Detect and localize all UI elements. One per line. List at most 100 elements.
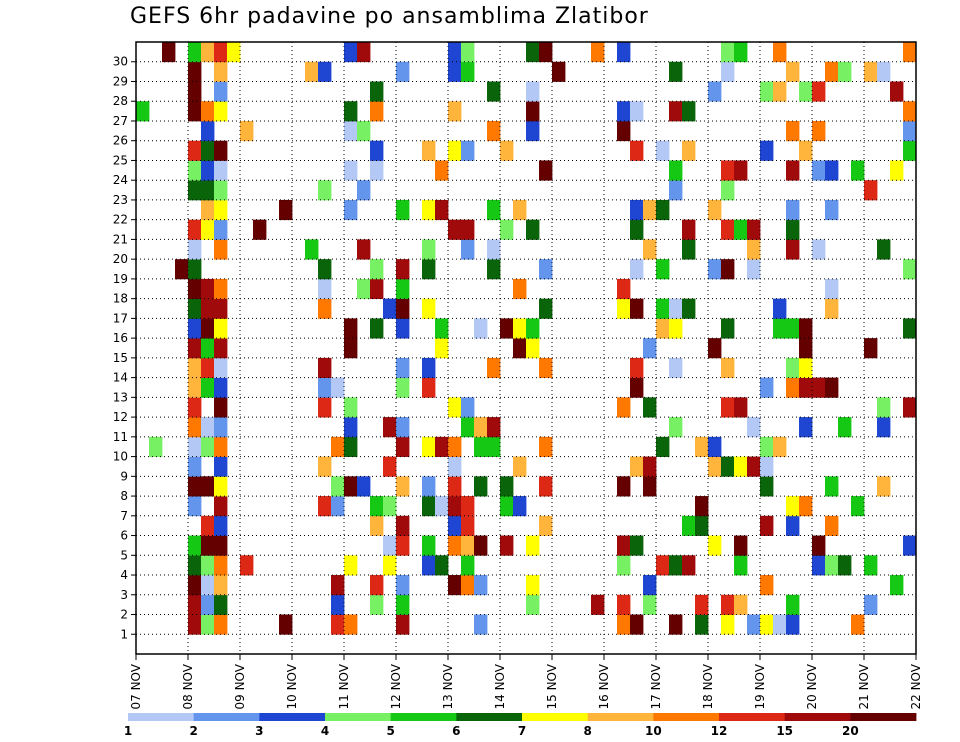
heatmap-cell (188, 338, 202, 359)
heatmap-cell (760, 515, 774, 536)
heatmap-cell (773, 614, 787, 635)
heatmap-cell (656, 298, 670, 319)
heatmap-cell (188, 61, 202, 82)
colorbar-label: 2 (189, 724, 197, 738)
heatmap-cell (812, 535, 826, 556)
heatmap-cell (656, 199, 670, 221)
x-tick-label: 11 NOV (337, 663, 351, 709)
x-tick-label: 18 NOV (701, 663, 715, 709)
x-tick-label: 13 NOV (441, 663, 455, 709)
heatmap-cell (370, 575, 384, 596)
heatmap-cell (864, 180, 878, 201)
heatmap-cell (214, 476, 228, 497)
colorbar-segment (522, 713, 589, 721)
heatmap-cell (214, 456, 228, 477)
heatmap-cell (630, 140, 644, 161)
heatmap-cell (214, 535, 228, 556)
heatmap-cell (773, 318, 787, 339)
heatmap-cell (786, 120, 800, 142)
heatmap-cell (214, 575, 228, 596)
heatmap-cell (890, 81, 904, 102)
colorbar-label: 10 (645, 724, 662, 738)
heatmap-cell (487, 436, 501, 457)
heatmap-cell (760, 81, 774, 102)
heatmap-cell (370, 101, 384, 122)
plot-frame (135, 41, 917, 655)
heatmap-cell (344, 555, 358, 576)
heatmap-cell (188, 239, 202, 260)
heatmap-cell (721, 318, 735, 339)
heatmap-cell (396, 614, 410, 635)
heatmap-cell (786, 594, 800, 615)
heatmap-cell (461, 61, 475, 82)
heatmap-cell (825, 476, 839, 497)
heatmap-cell (760, 476, 774, 497)
heatmap-cell (500, 140, 514, 161)
heatmap-cell (786, 614, 800, 635)
heatmap-cell (695, 594, 709, 615)
heatmap-cell (201, 42, 215, 63)
x-tick-label: 09 NOV (233, 663, 247, 709)
heatmap-cell (396, 575, 410, 596)
heatmap-cell (825, 278, 839, 300)
heatmap-cell (643, 575, 657, 596)
heatmap-cell (201, 535, 215, 556)
colorbar-label: 5 (386, 724, 394, 738)
heatmap-cell (682, 140, 696, 161)
heatmap-cell (448, 219, 462, 240)
heatmap-cell (396, 318, 410, 339)
heatmap-cell (708, 259, 722, 280)
heatmap-cell (721, 61, 735, 82)
heatmap-cell (188, 594, 202, 615)
heatmap-cell (188, 140, 202, 161)
heatmap-cell (617, 298, 631, 319)
heatmap-cell (357, 180, 371, 201)
heatmap-cell (370, 160, 384, 181)
heatmap-cell (214, 338, 228, 359)
heatmap-cell (201, 199, 215, 221)
heatmap-cell (617, 42, 631, 63)
heatmap-cell (201, 476, 215, 497)
heatmap-cell (786, 199, 800, 221)
heatmap-cell (630, 535, 644, 556)
heatmap-cell (591, 42, 605, 63)
colorbar-segment (193, 713, 260, 721)
heatmap-cell (760, 436, 774, 457)
heatmap-cell (240, 120, 254, 142)
heatmap-cell (448, 140, 462, 161)
heatmap-cell (370, 278, 384, 300)
heatmap-cell (539, 357, 553, 379)
heatmap-cell (435, 338, 449, 359)
heatmap-cell (539, 259, 553, 280)
heatmap-cell (201, 338, 215, 359)
heatmap-cell (188, 160, 202, 181)
heatmap-cell (656, 555, 670, 576)
heatmap-cell (682, 298, 696, 319)
heatmap-cell (513, 199, 527, 221)
heatmap-cell (448, 575, 462, 596)
heatmap-cell (630, 219, 644, 240)
heatmap-cell (383, 555, 397, 576)
colorbar-segment (653, 713, 720, 721)
heatmap-cell (214, 81, 228, 102)
heatmap-cell (695, 496, 709, 517)
heatmap-cell (188, 456, 202, 477)
heatmap-cell (448, 61, 462, 82)
heatmap-cell (318, 377, 332, 398)
heatmap-cell (630, 199, 644, 221)
heatmap-cell (448, 535, 462, 556)
y-tick-label: 7 (120, 509, 128, 523)
heatmap-cell (396, 259, 410, 280)
x-tick-label: 19 NOV (753, 663, 767, 709)
colorbar-label: 20 (842, 724, 859, 738)
heatmap-cell (331, 436, 345, 457)
heatmap-cell (318, 298, 332, 319)
heatmap-cell (188, 575, 202, 596)
heatmap-cell (461, 219, 475, 240)
heatmap-cell (721, 614, 735, 635)
heatmap-cell (370, 496, 384, 517)
heatmap-cell (877, 476, 891, 497)
colorbar-label: 12 (711, 724, 728, 738)
heatmap-cell (682, 101, 696, 122)
heatmap-cell (214, 180, 228, 201)
